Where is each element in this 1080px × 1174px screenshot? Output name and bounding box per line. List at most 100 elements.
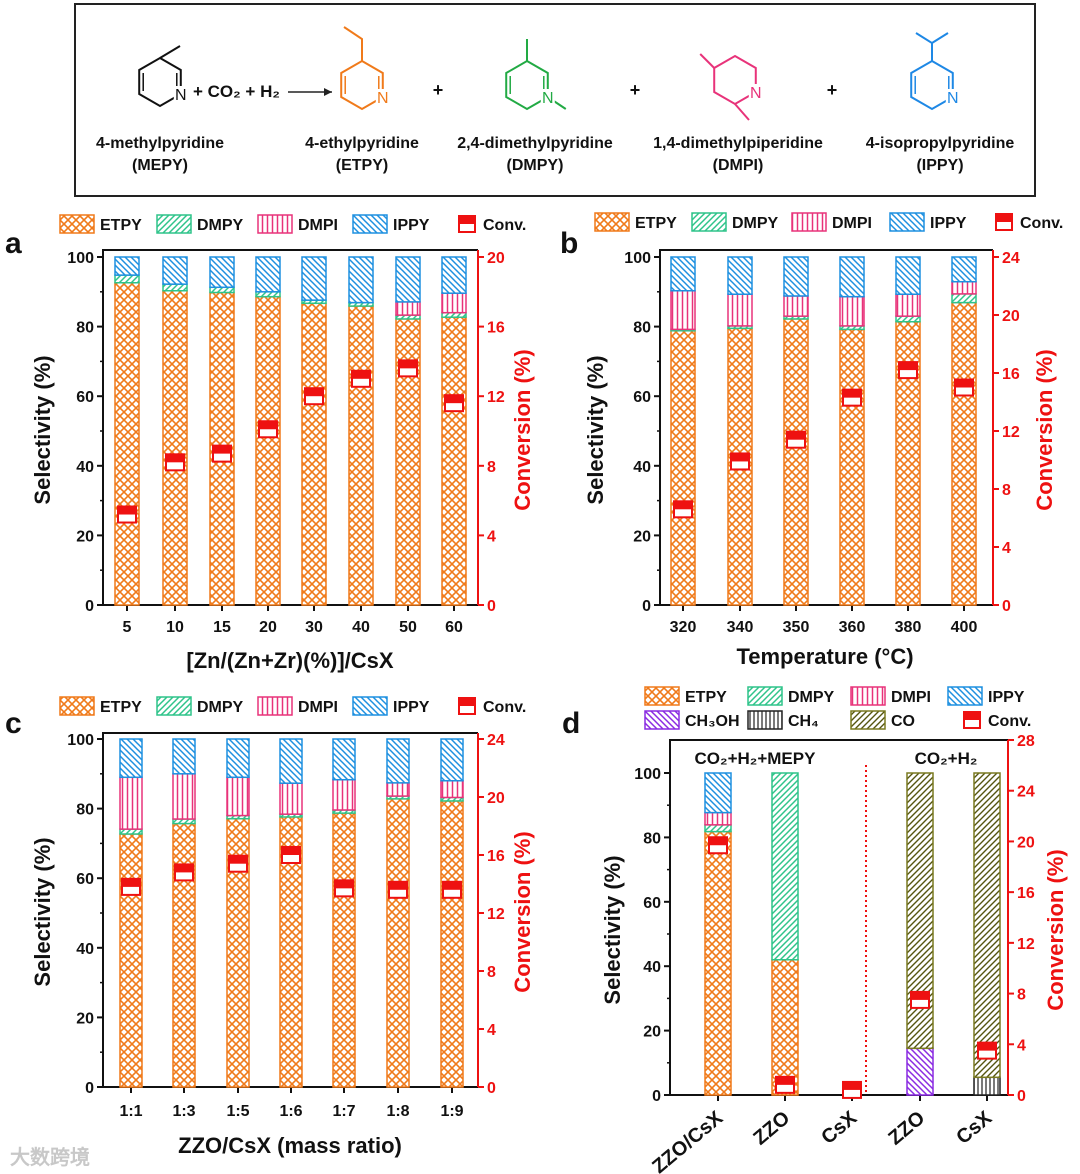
y-tick-label: 100 (634, 766, 661, 783)
x-tick-label: 380 (895, 619, 922, 636)
ring (910, 59, 954, 111)
y-tick-label: 20 (633, 528, 651, 545)
reactants-plus-co2-h2: + CO₂ + H₂ (193, 82, 280, 101)
legend-label: Conv. (1020, 215, 1063, 232)
conversion-marker (444, 394, 464, 413)
conversion-marker (228, 854, 248, 873)
bar-segment-ippy (119, 738, 143, 779)
legend-item-ippy: IPPY (352, 214, 430, 234)
atom-bg (173, 86, 188, 102)
legend-item-ippy: IPPY (947, 686, 1025, 706)
chart-panel-d: d 0 20 40 60 80 100 0 4 8 12 16 20 24 28 Selectivity (%… (562, 686, 1068, 1174)
y2-tick-label: 8 (487, 459, 496, 476)
bar-segment-etpy (348, 305, 374, 606)
conversion-marker (842, 388, 862, 407)
conversion-marker-fill (175, 864, 193, 873)
atom-bg (540, 89, 555, 105)
y2-tick-label: 24 (1017, 784, 1035, 801)
legend-swatch (889, 212, 925, 232)
bar-segment-ippy (348, 256, 374, 304)
y-tick-label: 20 (76, 528, 94, 545)
y2-tick-label: 24 (487, 732, 505, 749)
conversion-marker-fill (213, 445, 231, 454)
y2-tick-label: 0 (487, 598, 496, 615)
bar-segment-dmpi (395, 301, 421, 316)
y2-tick-label: 4 (487, 1022, 496, 1039)
bar-segment-ippy (895, 256, 921, 295)
bar-segment-etpy (440, 800, 464, 1088)
nitrogen-atom: N (175, 87, 187, 104)
bar-segment-ippy (704, 772, 732, 814)
molecule-abbr: (ETPY) (336, 157, 388, 174)
conversion-marker-fill (709, 837, 727, 846)
y-tick-label: 0 (85, 1080, 94, 1097)
ring (138, 56, 182, 108)
bar-segment-ippy (172, 738, 196, 775)
molecule-dmpy: N 2,4-dimethylpyridine (DMPY) (457, 39, 613, 174)
legend-item-ch4: CH₄ (747, 710, 819, 730)
legend-label: DMPY (197, 217, 244, 234)
bar-segment-dmpy (162, 283, 188, 292)
conversion-marker-fill (843, 1081, 861, 1090)
conversion-marker-fill (335, 880, 353, 889)
legend-item-dmpy: DMPY (691, 212, 779, 232)
legend-swatch (156, 696, 192, 716)
substituent-bonds (343, 26, 363, 61)
bar-segment-dmpy (771, 772, 799, 961)
bar-segment-dmpy (114, 274, 140, 284)
legend-label: CH₃OH (685, 713, 740, 730)
molecule-name: 2,4-dimethylpyridine (457, 135, 613, 152)
y2-tick-label: 12 (1002, 424, 1020, 441)
legend-label: DMPY (732, 215, 779, 232)
bar-segment-etpy (172, 822, 196, 1088)
substituent-bonds (699, 53, 750, 121)
bar-segment-dmpi (440, 780, 464, 799)
x-tick-label: 1:8 (386, 1103, 409, 1120)
conversion-marker (977, 1041, 997, 1060)
molecule-mepy: N 4-methylpyridine (MEPY) (96, 45, 224, 174)
conversion-marker-fill (911, 991, 929, 1000)
y2-tick-label: 24 (1002, 250, 1020, 267)
y-tick-label: 60 (643, 895, 661, 912)
panel-letter: d (562, 707, 580, 740)
substituent-bonds (915, 32, 949, 61)
y2-tick-label: 16 (487, 320, 505, 337)
x-tick-label: 400 (951, 619, 978, 636)
bar-segment-ippy (395, 256, 421, 303)
nitrogen-atom: N (542, 90, 554, 107)
double-bonds (344, 76, 380, 94)
bar-segment-ch4 (973, 1076, 1001, 1096)
plot-frame (669, 739, 1008, 1095)
legend-label: DMPY (197, 699, 244, 716)
legend-label: DMPI (891, 689, 931, 706)
conversion-marker-fill (399, 360, 417, 369)
y-tick-label: 40 (633, 459, 651, 476)
conversion-marker (954, 378, 974, 397)
y-axis-title: Selectivity (%) (30, 355, 55, 504)
double-bonds (142, 73, 178, 91)
y2-tick-label: 12 (1017, 936, 1035, 953)
x-tick-label: 360 (839, 619, 866, 636)
bar-segment-etpy (771, 959, 799, 1096)
legend-label: CH₄ (788, 713, 819, 730)
x-tick-label: ZZO (884, 1107, 929, 1150)
legend-item-conv: Conv. (963, 711, 1031, 730)
legend-item-ippy: IPPY (352, 696, 430, 716)
x-tick-label: 15 (213, 619, 231, 636)
y-tick-label: 40 (643, 959, 661, 976)
legend-item-conv: Conv. (458, 215, 526, 234)
conversion-marker-fill (445, 395, 463, 404)
bar-segment-dmpi (783, 295, 809, 317)
legend-swatch (594, 212, 630, 232)
x-tick-label: 20 (259, 619, 277, 636)
y-tick-label: 60 (76, 871, 94, 888)
y2-tick-label: 12 (487, 389, 505, 406)
bar-segment-ippy (440, 738, 464, 782)
conversion-marker-fill (229, 855, 247, 864)
group-label: CO₂+H₂ (915, 749, 978, 768)
legend-swatch (59, 214, 95, 234)
bar-segment-ippy (279, 738, 303, 784)
legend-label: ETPY (100, 217, 142, 234)
legend-swatch-fill (996, 214, 1012, 222)
bar-segment-ippy (951, 256, 977, 283)
